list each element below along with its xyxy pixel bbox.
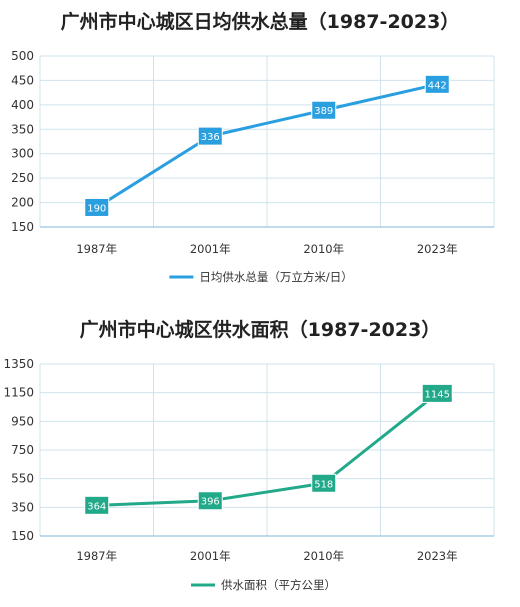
chart2-data-point xyxy=(84,495,110,515)
chart2-ytick-label: 1150 xyxy=(3,386,34,400)
chart1-xtick-label: 2023年 xyxy=(417,242,458,256)
chart2-data-point xyxy=(311,473,337,493)
chart1-ytick-label: 350 xyxy=(11,122,34,136)
chart1-data-point xyxy=(311,100,337,120)
chart2-data-point xyxy=(197,491,223,511)
chart1-xtick-label: 2010年 xyxy=(303,242,344,256)
chart1-ytick-label: 450 xyxy=(11,73,34,87)
chart1-ytick-label: 200 xyxy=(11,196,34,210)
chart2-ytick-label: 750 xyxy=(11,443,34,457)
chart1-data-point xyxy=(424,74,450,94)
chart1-data-label: 336 xyxy=(201,132,220,143)
chart2-series-line xyxy=(95,391,439,507)
chart1-title: 广州市中心城区日均供水总量（1987-2023） xyxy=(61,10,460,33)
chart1-data-label: 389 xyxy=(314,106,333,117)
chart2-data-point xyxy=(421,383,453,403)
chart2-data-label: 1145 xyxy=(425,389,450,400)
chart1-data-label: 190 xyxy=(87,203,106,214)
chart1-ytick-label: 250 xyxy=(11,171,34,185)
chart2-ytick-label: 350 xyxy=(11,500,34,514)
chart1-xtick-label: 2001年 xyxy=(190,242,231,256)
chart2-title: 广州市中心城区供水面积（1987-2023） xyxy=(80,318,441,341)
chart1-legend-label: 日均供水总量（万立方米/日） xyxy=(199,270,352,284)
chart2-ytick-label: 550 xyxy=(11,472,34,486)
chart1-xtick-label: 1987年 xyxy=(76,242,117,256)
chart2-legend-label: 供水面积（平方公里） xyxy=(221,578,336,592)
chart2-data-label: 518 xyxy=(314,479,333,490)
chart2-data-label: 364 xyxy=(87,501,106,512)
chart1-ytick-label: 300 xyxy=(11,147,34,161)
chart2-ytick-label: 950 xyxy=(11,414,34,428)
chart2-xtick-label: 2001年 xyxy=(190,549,231,563)
chart2-xtick-label: 1987年 xyxy=(76,549,117,563)
chart1-ytick-label: 500 xyxy=(11,49,34,63)
chart2-xtick-label: 2023年 xyxy=(417,549,458,563)
chart1-data-label: 442 xyxy=(428,80,447,91)
chart1-data-point xyxy=(84,197,110,217)
chart2-ytick-label: 150 xyxy=(11,529,34,543)
chart2-ytick-label: 1350 xyxy=(3,357,34,371)
chart2-xtick-label: 2010年 xyxy=(303,549,344,563)
chart1-ytick-label: 400 xyxy=(11,98,34,112)
chart1-series-line xyxy=(95,82,439,209)
chart1-ytick-label: 150 xyxy=(11,220,34,234)
chart1-data-point xyxy=(197,126,223,146)
chart2-data-label: 396 xyxy=(201,497,220,508)
